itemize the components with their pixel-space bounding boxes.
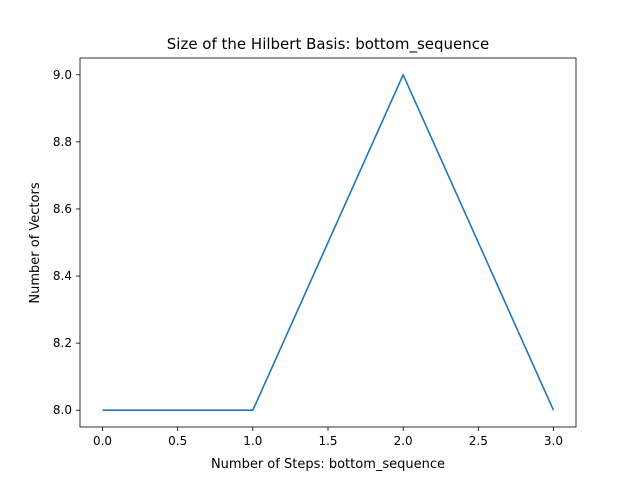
x-axis-ticks: 0.0 0.5 1.0 1.5 2.0 2.5 3.0 (93, 427, 563, 448)
x-tick-label: 0.5 (168, 434, 187, 448)
x-tick-label: 3.0 (544, 434, 563, 448)
y-axis-ticks: 8.0 8.2 8.4 8.6 8.8 9.0 (53, 68, 80, 417)
y-tick-label: 8.6 (53, 202, 72, 216)
x-tick-label: 0.0 (93, 434, 112, 448)
chart-title: Size of the Hilbert Basis: bottom_sequen… (167, 35, 490, 54)
y-tick-label: 8.2 (53, 336, 72, 350)
y-tick-label: 8.8 (53, 135, 72, 149)
series-layer (102, 73, 555, 412)
y-tick-label: 9.0 (53, 68, 72, 82)
y-tick-label: 8.0 (53, 403, 72, 417)
x-tick-label: 1.5 (318, 434, 337, 448)
x-tick-label: 1.0 (243, 434, 262, 448)
x-tick-label: 2.5 (469, 434, 488, 448)
series-line (102, 73, 555, 412)
x-axis-label: Number of Steps: bottom_sequence (211, 457, 445, 472)
x-tick-label: 2.0 (394, 434, 413, 448)
y-tick-label: 8.4 (53, 269, 72, 283)
y-axis-label: Number of Vectors (28, 182, 43, 303)
